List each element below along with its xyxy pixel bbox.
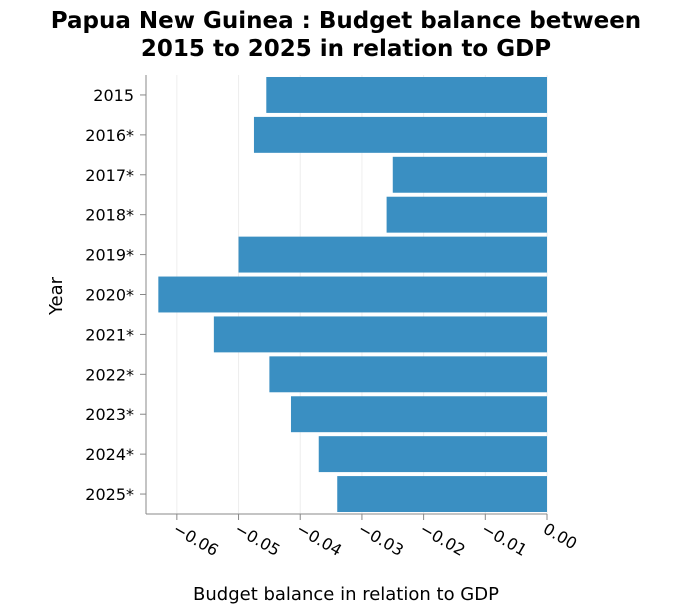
chart-title-line-2: 2015 to 2025 in relation to GDP	[141, 36, 551, 62]
y-tick-label: 2025*	[85, 485, 134, 504]
y-tick-label: 2018*	[85, 206, 134, 225]
bar-2019	[238, 236, 548, 273]
bar-2021	[213, 316, 547, 353]
bar-2023	[290, 396, 547, 433]
bar-2022	[269, 356, 547, 393]
y-ticks: 2015 2016* 2017* 2018* 2019* 2020* 2021* 2022* 2…	[85, 86, 146, 504]
x-axis-title: Budget balance in relation to GDP	[193, 584, 499, 605]
y-tick-label: 2024*	[85, 445, 134, 464]
y-tick-label: 2017*	[85, 166, 134, 185]
x-tick-label: −0.03	[355, 519, 407, 560]
bar-2017	[392, 156, 547, 193]
x-tick-label: −0.04	[293, 519, 345, 560]
x-tick-label: 0.00	[540, 519, 580, 553]
x-tick-label: −0.02	[417, 519, 469, 560]
bar-2018	[386, 196, 547, 233]
chart-title-line-1: Papua New Guinea : Budget balance betwee…	[51, 8, 641, 34]
y-tick-label: 2015	[93, 86, 134, 105]
x-tick-label: −0.01	[478, 519, 530, 560]
bar-2015	[266, 76, 547, 113]
bars	[158, 76, 548, 513]
x-ticks: −0.06 −0.05 −0.04 −0.03 −0.02 −0.01 0.00	[170, 514, 580, 560]
bar-2020	[158, 276, 548, 313]
y-tick-label: 2020*	[85, 286, 134, 305]
bar-2024	[318, 436, 547, 473]
y-tick-label: 2023*	[85, 405, 134, 424]
y-tick-label: 2022*	[85, 365, 134, 384]
x-tick-label: −0.05	[232, 519, 284, 560]
x-tick-label: −0.06	[170, 519, 222, 560]
y-axis-title: Year	[46, 276, 67, 316]
y-tick-label: 2021*	[85, 325, 134, 344]
bar-2025	[337, 476, 547, 513]
y-tick-label: 2016*	[85, 126, 134, 145]
y-tick-label: 2019*	[85, 246, 134, 265]
bar-2016	[253, 116, 547, 153]
